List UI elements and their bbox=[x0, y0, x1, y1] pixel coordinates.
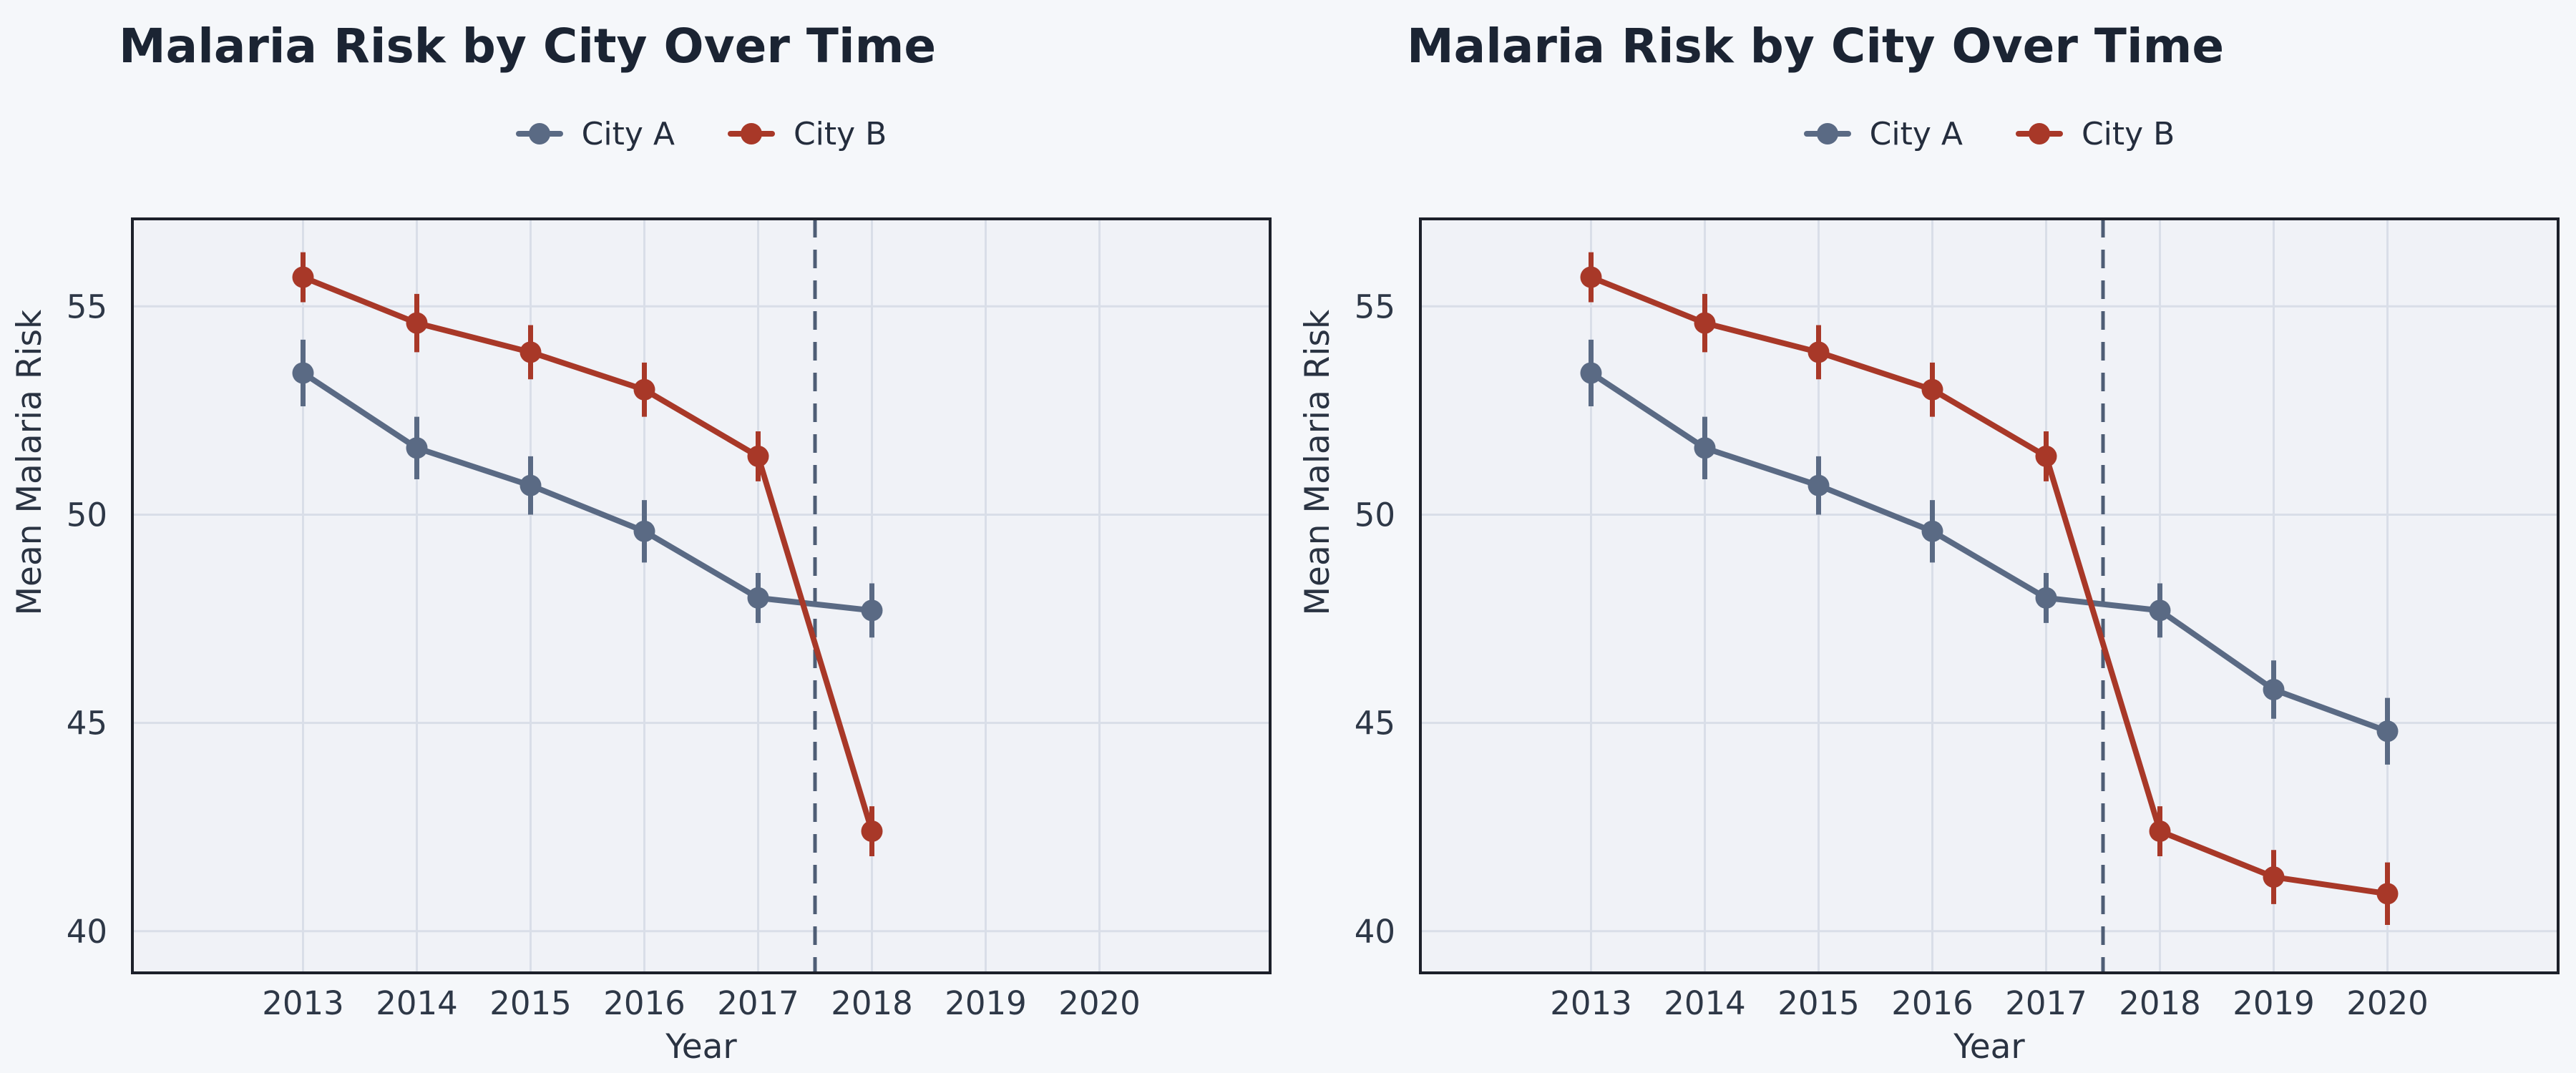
legend: City A City B bbox=[132, 107, 1270, 160]
data-point-city-a bbox=[1694, 437, 1716, 459]
x-tick-label-2015: 2015 bbox=[489, 984, 572, 1022]
data-point-city-b bbox=[2149, 820, 2171, 843]
data-point-city-a bbox=[861, 599, 883, 622]
legend-item-city-a: City A bbox=[1803, 115, 1963, 152]
y-tick-label-50: 50 bbox=[67, 496, 107, 534]
x-tick-label-2019: 2019 bbox=[945, 984, 1027, 1022]
x-tick-label-2018: 2018 bbox=[831, 984, 913, 1022]
data-point-city-a bbox=[1580, 362, 1602, 384]
data-point-city-b bbox=[2035, 445, 2057, 467]
y-tick-label-40: 40 bbox=[1355, 913, 1395, 951]
x-tick-label-2013: 2013 bbox=[262, 984, 344, 1022]
x-tick-label-2014: 2014 bbox=[1664, 984, 1746, 1022]
y-tick-label-50: 50 bbox=[1355, 496, 1395, 534]
data-point-city-a bbox=[406, 437, 428, 459]
x-tick-label-2020: 2020 bbox=[1058, 984, 1141, 1022]
data-point-city-b bbox=[1694, 312, 1716, 334]
data-point-city-a bbox=[633, 520, 655, 542]
series-line-city-b bbox=[300, 274, 875, 835]
chart-canvas-left: 2013 2014 2015 2016 2017 2018 2019 2020 40 45 50 55 bbox=[67, 217, 1272, 1022]
chart-panel-left: Malaria Risk by City Over Time City A Ci… bbox=[0, 0, 1288, 1073]
data-point-city-a bbox=[2376, 720, 2399, 743]
data-point-city-b bbox=[292, 266, 314, 288]
legend-item-city-b: City B bbox=[2015, 115, 2175, 152]
y-tick-label-45: 45 bbox=[1355, 705, 1395, 743]
x-tick-label-2016: 2016 bbox=[603, 984, 686, 1022]
x-tick-label-2016: 2016 bbox=[1891, 984, 1974, 1022]
legend-marker-city-a bbox=[1803, 131, 1851, 137]
x-tick-label-2017: 2017 bbox=[2005, 984, 2087, 1022]
data-point-city-b bbox=[2263, 866, 2285, 888]
legend-marker-city-a bbox=[515, 131, 563, 137]
legend-label: City B bbox=[793, 115, 887, 152]
legend: City A City B bbox=[1420, 107, 2558, 160]
data-point-city-b bbox=[406, 312, 428, 334]
x-tick-label-2019: 2019 bbox=[2233, 984, 2315, 1022]
data-point-city-b bbox=[1580, 266, 1602, 288]
plot-area bbox=[132, 219, 1270, 973]
chart-title: Malaria Risk by City Over Time bbox=[1407, 19, 2225, 74]
data-point-city-a bbox=[2149, 599, 2171, 622]
data-point-city-b bbox=[861, 820, 883, 843]
legend-item-city-b: City B bbox=[727, 115, 887, 152]
x-axis-label: Year bbox=[1953, 1027, 2025, 1067]
y-axis-label: Mean Malaria Risk bbox=[10, 309, 49, 616]
x-tick-label-2013: 2013 bbox=[1550, 984, 1632, 1022]
data-point-city-a bbox=[747, 587, 769, 609]
x-tick-label-2020: 2020 bbox=[2346, 984, 2429, 1022]
legend-marker-city-b bbox=[2015, 131, 2063, 137]
series-line-city-b bbox=[1588, 274, 2391, 897]
legend-item-city-a: City A bbox=[515, 115, 675, 152]
data-point-city-b bbox=[1807, 341, 1830, 363]
data-point-city-b bbox=[2376, 883, 2399, 905]
chart-title: Malaria Risk by City Over Time bbox=[119, 19, 937, 74]
y-tick-label-55: 55 bbox=[67, 288, 107, 325]
x-axis-label: Year bbox=[665, 1027, 737, 1067]
data-point-city-b bbox=[519, 341, 542, 363]
plot-area bbox=[1420, 219, 2558, 973]
data-point-city-a bbox=[519, 474, 542, 496]
y-tick-label-40: 40 bbox=[67, 913, 107, 951]
legend-label: City A bbox=[581, 115, 675, 152]
axes-frame bbox=[1419, 217, 2560, 974]
data-point-city-b bbox=[633, 378, 655, 401]
legend-marker-city-b bbox=[727, 131, 775, 137]
series-line-city-a bbox=[300, 370, 875, 614]
y-tick-label-45: 45 bbox=[67, 705, 107, 743]
x-tick-label-2015: 2015 bbox=[1777, 984, 1860, 1022]
legend-label: City A bbox=[1869, 115, 1963, 152]
chart-canvas-right: 2013 2014 2015 2016 2017 2018 2019 2020 40 45 50 55 bbox=[1355, 217, 2560, 1022]
y-tick-label-55: 55 bbox=[1355, 288, 1395, 325]
x-tick-label-2014: 2014 bbox=[376, 984, 458, 1022]
data-point-city-b bbox=[747, 445, 769, 467]
data-point-city-a bbox=[1921, 520, 1943, 542]
data-point-city-a bbox=[2035, 587, 2057, 609]
data-point-city-a bbox=[292, 362, 314, 384]
data-point-city-b bbox=[1921, 378, 1943, 401]
y-axis-label: Mean Malaria Risk bbox=[1298, 309, 1337, 616]
data-point-city-a bbox=[1807, 474, 1830, 496]
x-tick-label-2017: 2017 bbox=[717, 984, 799, 1022]
chart-panel-right: Malaria Risk by City Over Time City A Ci… bbox=[1288, 0, 2576, 1073]
legend-label: City B bbox=[2081, 115, 2175, 152]
axes-frame bbox=[131, 217, 1272, 974]
x-tick-label-2018: 2018 bbox=[2119, 984, 2201, 1022]
data-point-city-a bbox=[2263, 679, 2285, 701]
series-line-city-a bbox=[1588, 370, 2391, 735]
